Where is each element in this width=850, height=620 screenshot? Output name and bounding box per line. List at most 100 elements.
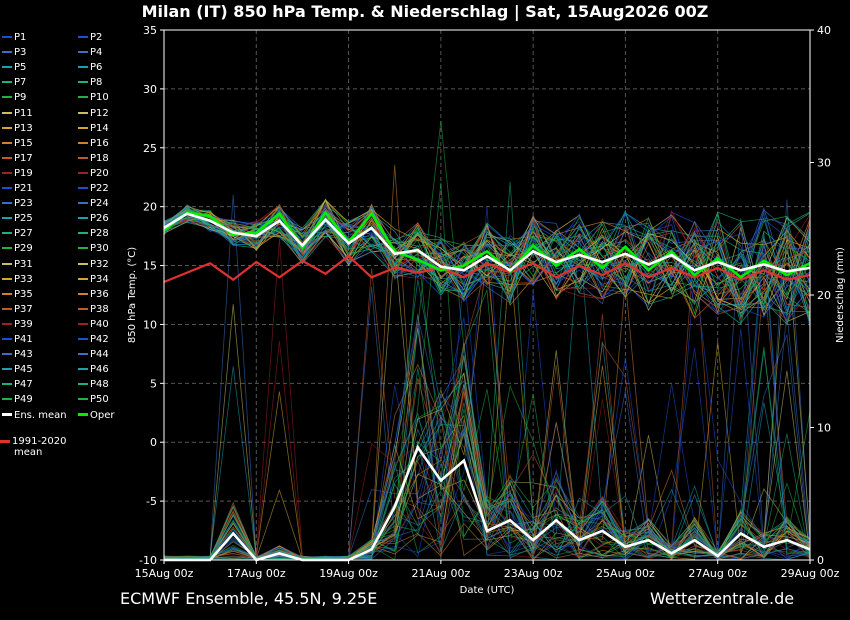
legend-item: P5 [2,60,26,75]
legend-label: P11 [14,107,33,119]
legend-label-climatology-2: mean [14,447,43,458]
chart-axes: -10 -5 0 5 10 15 20 25 30 35 0 10 20 30 40 15Aug 00z 17A… [135,24,840,580]
legend-swatch [78,141,88,144]
legend-swatch [78,338,88,340]
legend-swatch [78,126,88,129]
legend-swatch [2,217,12,220]
legend-item: P35 [2,287,33,302]
legend-swatch [78,353,88,356]
member-temp-line [163,205,811,304]
legend-item: P21 [2,181,33,196]
legend-swatch [78,398,88,401]
legend-swatch [78,383,88,386]
legend-label: P27 [14,228,33,240]
legend-label: P36 [90,288,109,300]
legend-label: P44 [90,349,109,361]
legend-item: Oper [78,408,114,423]
legend-swatch [2,322,12,325]
member-temp-line [163,216,811,305]
legend-item: P38 [78,302,109,317]
legend-item: Ens. mean [2,408,67,423]
y-tick-label: 20 [143,201,157,214]
legend-swatch [2,307,12,310]
x-tick-label: 27Aug 00z [688,567,747,580]
legend-label: P37 [14,303,33,315]
x-axis-label: Date (UTC) [460,585,515,596]
legend-swatch [2,126,12,129]
legend-label: P15 [14,137,33,149]
legend-item: P14 [78,121,109,136]
legend-label: P50 [90,394,109,406]
legend-swatch [2,36,12,38]
legend-swatch [78,111,88,114]
y2-tick-label: 10 [817,422,831,435]
legend-label: P41 [14,334,33,345]
legend-swatch [78,307,88,310]
member-precip-line [163,441,811,561]
y-tick-label: 25 [143,142,157,155]
series-line-ens-mean-precip [164,444,811,562]
chart-title: Milan (IT) 850 hPa Temp. & Niederschlag … [141,2,709,21]
legend-swatch [78,322,88,325]
legend-label: P25 [14,213,33,225]
legend-item: P37 [2,302,33,317]
member-temp-line [163,205,811,306]
member-temp-line [163,207,811,292]
legend-label: P14 [90,122,109,134]
y-tick-label: 0 [150,436,157,449]
member-temp-line [163,209,811,321]
legend-item: P8 [78,75,102,90]
y2-tick-label: 30 [817,157,831,170]
legend-label: P8 [90,77,103,89]
y2-tick-label: 40 [817,24,831,37]
legend-swatch [2,202,12,205]
legend-item: P17 [2,151,33,166]
legend-label: P2 [90,32,103,43]
legend-item: P3 [2,45,26,60]
legend-swatch [2,51,12,54]
legend-label: P16 [90,137,109,149]
legend-swatch [78,187,88,189]
legend-label: P47 [14,379,33,391]
x-tick-label: 19Aug 00z [319,567,378,580]
legend-item: P45 [2,362,33,377]
legend-item: P1 [2,30,26,45]
x-tick-label: 25Aug 00z [596,567,655,580]
legend-item: P43 [2,347,33,362]
legend-item: P33 [2,272,33,287]
legend-label: Oper [90,409,115,421]
legend-swatch [2,81,12,84]
y-tick-label: -10 [139,554,157,567]
legend-label: P1 [14,32,27,43]
member-precip-line [164,253,811,560]
legend-item: P12 [78,106,109,121]
x-tick-label: 23Aug 00z [504,567,563,580]
legend-label: P31 [14,258,33,270]
legend-label: P34 [90,273,109,285]
legend-label: P13 [14,122,33,134]
x-tick-label: 21Aug 00z [411,567,470,580]
legend-swatch [78,51,88,54]
legend-swatch [78,262,88,265]
member-temp-line [163,199,811,311]
legend-label: P29 [14,243,33,255]
legend-swatch [2,156,12,159]
legend-label: P35 [14,288,33,300]
legend-item: P30 [78,241,109,256]
legend-label: P9 [14,92,27,104]
legend-climatology: 1991-2020 mean [0,436,67,458]
legend-label: P12 [90,107,109,119]
legend-swatch [78,368,88,371]
legend-label: P20 [90,167,109,179]
legend-label: P28 [90,228,109,240]
legend-item: P41 [2,332,33,347]
legend-item: P26 [78,211,109,226]
legend-swatch [2,368,12,371]
x-tick-label: 15Aug 00z [135,567,194,580]
y2-tick-label: 0 [817,554,824,567]
legend-swatch [2,171,12,174]
legend-item: P9 [2,90,26,105]
legend-swatch [78,292,88,295]
member-temp-line [163,210,811,308]
